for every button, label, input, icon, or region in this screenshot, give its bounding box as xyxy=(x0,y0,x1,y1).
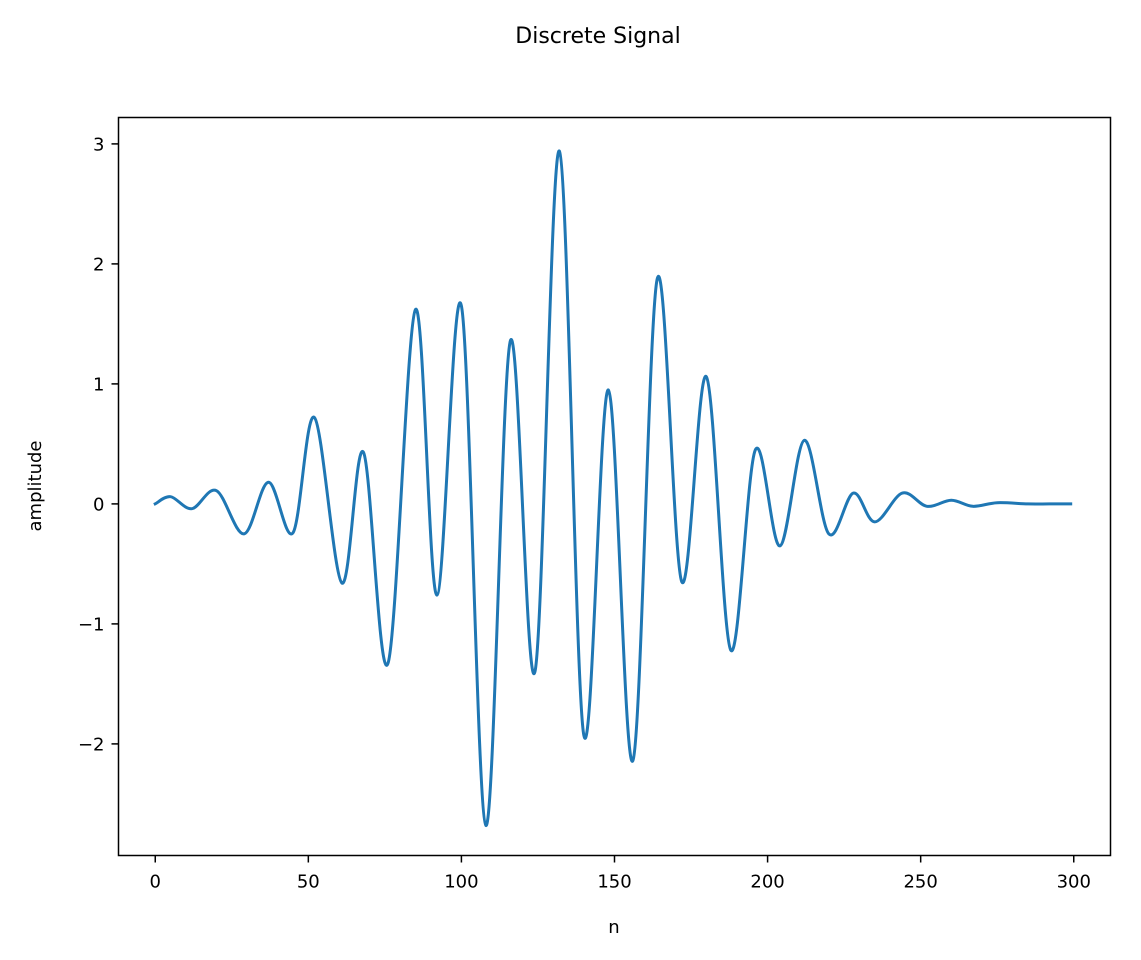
x-tick-label: 50 xyxy=(297,872,320,893)
x-axis-ticks: 0 50 100 150 200 250 300 xyxy=(150,855,1091,893)
y-tick-label: 1 xyxy=(93,374,104,395)
y-tick-label: 3 xyxy=(93,134,104,155)
plot-area xyxy=(153,149,1073,828)
y-tick-label: −2 xyxy=(78,734,105,755)
x-axis-label: n xyxy=(608,917,619,938)
x-tick-label: 100 xyxy=(444,872,478,893)
chart-title: Discrete Signal xyxy=(515,24,680,49)
y-axis-label: amplitude xyxy=(25,441,46,532)
x-tick-label: 250 xyxy=(903,872,937,893)
y-tick-label: −1 xyxy=(78,614,105,635)
x-tick-label: 150 xyxy=(597,872,631,893)
x-tick-label: 0 xyxy=(150,872,161,893)
y-tick-label: 0 xyxy=(93,494,104,515)
series-line-0 xyxy=(153,149,1073,828)
y-tick-label: 2 xyxy=(93,254,104,275)
x-tick-label: 300 xyxy=(1057,872,1091,893)
x-tick-label: 200 xyxy=(750,872,784,893)
y-axis-ticks: −2 −1 0 1 2 3 xyxy=(78,134,119,755)
